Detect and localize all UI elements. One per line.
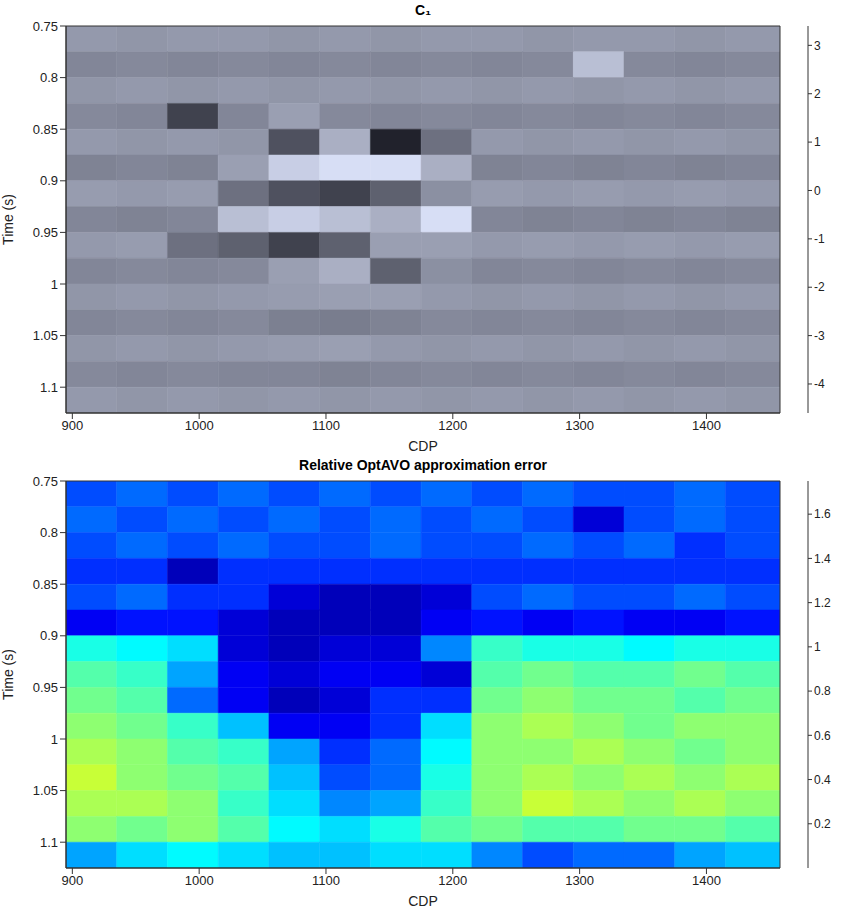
svg-text:0.6: 0.6 xyxy=(814,729,831,743)
svg-text:2: 2 xyxy=(814,87,821,101)
svg-text:1.6: 1.6 xyxy=(814,507,831,521)
html-text:C₁: C₁ xyxy=(415,2,431,18)
svg-text:0.9: 0.9 xyxy=(40,173,58,188)
svg-text:-4: -4 xyxy=(814,377,825,391)
svg-text:1300: 1300 xyxy=(565,418,594,433)
svg-text:1: 1 xyxy=(814,640,821,654)
svg-text:1.1: 1.1 xyxy=(40,835,58,850)
svg-text:0.4: 0.4 xyxy=(814,773,831,787)
svg-text:0.75: 0.75 xyxy=(33,475,58,489)
svg-text:-3: -3 xyxy=(814,329,825,343)
svg-text:0: 0 xyxy=(814,184,821,198)
svg-text:0.8: 0.8 xyxy=(40,525,58,540)
svg-text:1300: 1300 xyxy=(565,873,594,888)
html-text:Relative OptAVO approximation: Relative OptAVO approximation error xyxy=(299,457,547,473)
svg-text:0.85: 0.85 xyxy=(33,122,58,137)
svg-text:1000: 1000 xyxy=(185,873,214,888)
svg-text:CDP: CDP xyxy=(408,438,438,454)
svg-text:1.4: 1.4 xyxy=(814,552,831,566)
svg-text:0.8: 0.8 xyxy=(814,684,831,698)
svg-text:0.95: 0.95 xyxy=(33,225,58,240)
svg-text:-2: -2 xyxy=(814,280,825,294)
svg-text:0.9: 0.9 xyxy=(40,628,58,643)
svg-text:900: 900 xyxy=(61,418,83,433)
svg-text:Time (s): Time (s) xyxy=(0,194,16,245)
svg-text:CDP: CDP xyxy=(408,893,438,909)
svg-text:1.1: 1.1 xyxy=(40,380,58,395)
svg-text:1200: 1200 xyxy=(438,873,467,888)
svg-text:1200: 1200 xyxy=(438,418,467,433)
svg-text:1400: 1400 xyxy=(692,418,721,433)
svg-text:1100: 1100 xyxy=(312,418,340,433)
svg-text:3: 3 xyxy=(814,39,821,53)
svg-text:0.85: 0.85 xyxy=(33,577,58,592)
svg-text:900: 900 xyxy=(61,873,83,888)
svg-text:0.75: 0.75 xyxy=(33,20,58,34)
svg-text:1.2: 1.2 xyxy=(814,596,831,610)
svg-text:0.2: 0.2 xyxy=(814,817,831,831)
svg-text:1: 1 xyxy=(51,277,58,292)
svg-text:0.95: 0.95 xyxy=(33,680,58,695)
svg-text:0.8: 0.8 xyxy=(40,70,58,85)
svg-text:Time (s): Time (s) xyxy=(0,649,16,700)
svg-text:1400: 1400 xyxy=(692,873,721,888)
svg-text:1000: 1000 xyxy=(185,418,214,433)
svg-text:1.05: 1.05 xyxy=(33,783,58,798)
svg-text:1: 1 xyxy=(814,135,821,149)
svg-text:-1: -1 xyxy=(814,232,825,246)
svg-text:1.05: 1.05 xyxy=(33,328,58,343)
svg-text:1100: 1100 xyxy=(312,873,340,888)
svg-text:1: 1 xyxy=(51,732,58,747)
